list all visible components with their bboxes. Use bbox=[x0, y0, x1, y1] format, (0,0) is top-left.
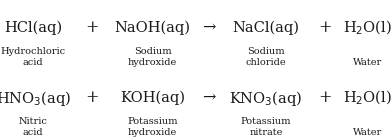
Text: Sodium
hydroxide: Sodium hydroxide bbox=[128, 47, 177, 67]
Text: NaOH(aq): NaOH(aq) bbox=[115, 21, 190, 35]
Text: H$_2$O(l): H$_2$O(l) bbox=[343, 19, 391, 37]
Text: Nitric
acid: Nitric acid bbox=[19, 117, 48, 137]
Text: KOH(aq): KOH(aq) bbox=[120, 91, 185, 105]
Text: +: + bbox=[85, 19, 99, 37]
Text: Potassium
hydroxide: Potassium hydroxide bbox=[127, 117, 178, 137]
Text: +: + bbox=[318, 89, 331, 107]
Text: NaCl(aq): NaCl(aq) bbox=[232, 21, 300, 35]
Text: →: → bbox=[203, 89, 216, 107]
Text: +: + bbox=[318, 19, 331, 37]
Text: →: → bbox=[203, 19, 216, 37]
Text: Sodium
chloride: Sodium chloride bbox=[246, 47, 286, 67]
Text: KNO$_3$(aq): KNO$_3$(aq) bbox=[229, 88, 303, 108]
Text: +: + bbox=[85, 89, 99, 107]
Text: HCl(aq): HCl(aq) bbox=[4, 21, 62, 35]
Text: Water: Water bbox=[353, 128, 382, 137]
Text: HNO$_3$(aq): HNO$_3$(aq) bbox=[0, 88, 71, 108]
Text: Hydrochloric
acid: Hydrochloric acid bbox=[1, 47, 66, 67]
Text: H$_2$O(l): H$_2$O(l) bbox=[343, 89, 391, 107]
Text: Water: Water bbox=[353, 58, 382, 67]
Text: Potassium
nitrate: Potassium nitrate bbox=[240, 117, 291, 137]
